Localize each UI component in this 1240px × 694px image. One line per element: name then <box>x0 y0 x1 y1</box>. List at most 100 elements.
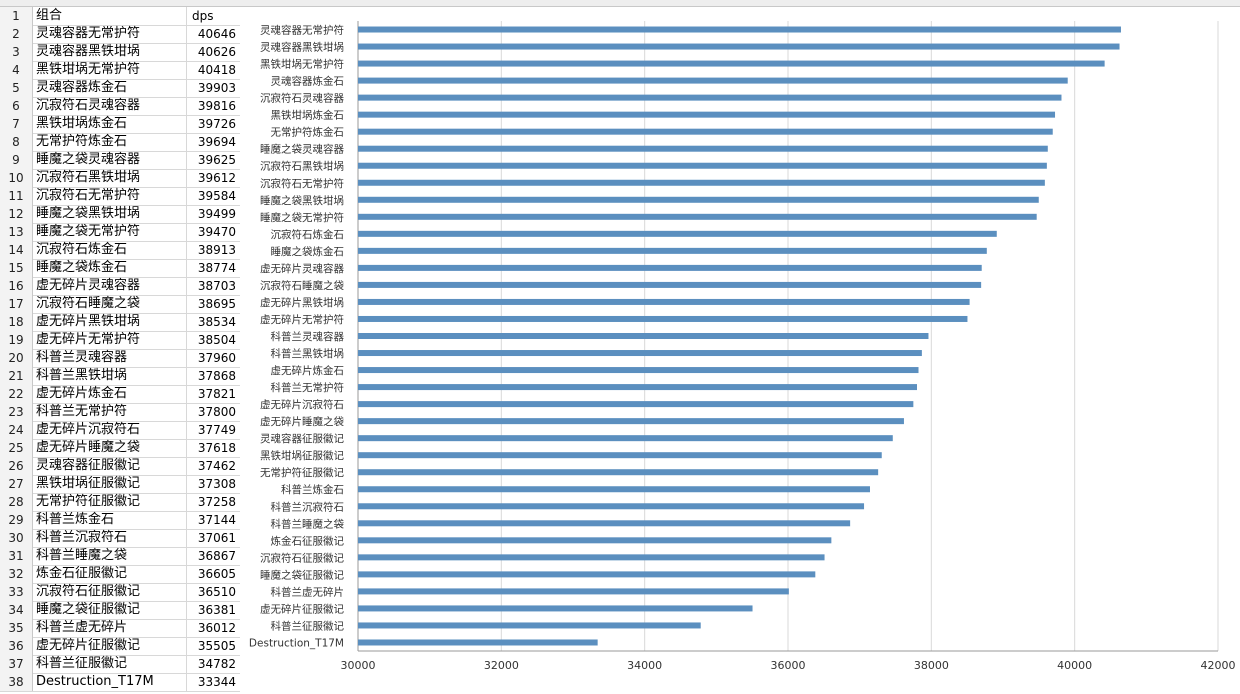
cell-combo[interactable]: 虚无碎片灵魂容器 <box>36 277 187 295</box>
cell-combo[interactable]: 科普兰灵魂容器 <box>36 349 187 367</box>
cell-dps[interactable]: 39625 <box>197 153 236 167</box>
header-cell-combo[interactable]: 组合 <box>36 7 187 25</box>
cell-combo[interactable]: 虚无碎片沉寂符石 <box>36 421 187 439</box>
cell-dps[interactable]: 37308 <box>197 477 236 491</box>
row-number[interactable]: 4 <box>0 61 33 79</box>
row-number[interactable]: 9 <box>0 151 33 169</box>
row-number[interactable]: 26 <box>0 457 33 475</box>
row-number[interactable]: 23 <box>0 403 33 421</box>
cell-dps[interactable]: 38913 <box>197 243 236 257</box>
row-number[interactable]: 38 <box>0 673 33 691</box>
row-number[interactable]: 2 <box>0 25 33 43</box>
cell-dps[interactable]: 39584 <box>197 189 236 203</box>
cell-dps[interactable]: 40646 <box>197 27 236 41</box>
cell-combo[interactable]: 科普兰征服徽记 <box>36 655 187 673</box>
row-number[interactable]: 5 <box>0 79 33 97</box>
cell-combo[interactable]: 睡魔之袋征服徽记 <box>36 601 187 619</box>
cell-dps[interactable]: 38695 <box>197 297 236 311</box>
cell-dps[interactable]: 40626 <box>197 45 236 59</box>
cell-combo[interactable]: 沉寂符石黑铁坩埚 <box>36 169 187 187</box>
cell-combo[interactable]: 虚无碎片无常护符 <box>36 331 187 349</box>
cell-combo[interactable]: 沉寂符石炼金石 <box>36 241 187 259</box>
row-number[interactable]: 28 <box>0 493 33 511</box>
cell-dps[interactable]: 37821 <box>197 387 236 401</box>
cell-dps[interactable]: 39499 <box>197 207 236 221</box>
cell-dps[interactable]: 39470 <box>197 225 236 239</box>
row-number[interactable]: 30 <box>0 529 33 547</box>
cell-dps[interactable]: 34782 <box>197 657 236 671</box>
cell-dps[interactable]: 39726 <box>197 117 236 131</box>
row-number[interactable]: 25 <box>0 439 33 457</box>
cell-combo[interactable]: 虚无碎片睡魔之袋 <box>36 439 187 457</box>
cell-combo[interactable]: 睡魔之袋灵魂容器 <box>36 151 187 169</box>
cell-dps[interactable]: 37144 <box>197 513 236 527</box>
cell-combo[interactable]: 科普兰黑铁坩埚 <box>36 367 187 385</box>
cell-dps[interactable]: 37462 <box>197 459 236 473</box>
cell-dps[interactable]: 33344 <box>197 675 236 689</box>
row-number[interactable]: 37 <box>0 655 33 673</box>
cell-dps[interactable]: 39903 <box>197 81 236 95</box>
cell-combo[interactable]: 黑铁坩埚炼金石 <box>36 115 187 133</box>
row-number[interactable]: 32 <box>0 565 33 583</box>
cell-combo[interactable]: 虚无碎片征服徽记 <box>36 637 187 655</box>
cell-dps[interactable]: 36867 <box>197 549 236 563</box>
cell-dps[interactable]: 37061 <box>197 531 236 545</box>
row-number[interactable]: 27 <box>0 475 33 493</box>
cell-dps[interactable]: 37960 <box>197 351 236 365</box>
cell-combo[interactable]: 灵魂容器征服徽记 <box>36 457 187 475</box>
cell-dps[interactable]: 38504 <box>197 333 236 347</box>
cell-dps[interactable]: 39694 <box>197 135 236 149</box>
cell-dps[interactable]: 37868 <box>197 369 236 383</box>
cell-dps[interactable]: 38534 <box>197 315 236 329</box>
row-number[interactable]: 36 <box>0 637 33 655</box>
cell-combo[interactable]: 睡魔之袋无常护符 <box>36 223 187 241</box>
row-number[interactable]: 1 <box>0 7 33 25</box>
cell-dps[interactable]: 37258 <box>197 495 236 509</box>
row-number[interactable]: 21 <box>0 367 33 385</box>
cell-combo[interactable]: 沉寂符石灵魂容器 <box>36 97 187 115</box>
row-number[interactable]: 33 <box>0 583 33 601</box>
cell-combo[interactable]: 科普兰沉寂符石 <box>36 529 187 547</box>
cell-dps[interactable]: 36381 <box>197 603 236 617</box>
cell-dps[interactable]: 37749 <box>197 423 236 437</box>
cell-combo[interactable]: 科普兰虚无碎片 <box>36 619 187 637</box>
row-number[interactable]: 35 <box>0 619 33 637</box>
row-number[interactable]: 11 <box>0 187 33 205</box>
cell-combo[interactable]: 无常护符炼金石 <box>36 133 187 151</box>
cell-combo[interactable]: 科普兰睡魔之袋 <box>36 547 187 565</box>
cell-dps[interactable]: 37800 <box>197 405 236 419</box>
row-number[interactable]: 13 <box>0 223 33 241</box>
cell-dps[interactable]: 36605 <box>197 567 236 581</box>
cell-dps[interactable]: 36510 <box>197 585 236 599</box>
cell-combo[interactable]: 科普兰无常护符 <box>36 403 187 421</box>
row-number[interactable]: 17 <box>0 295 33 313</box>
cell-dps[interactable]: 35505 <box>197 639 236 653</box>
row-number[interactable]: 15 <box>0 259 33 277</box>
cell-combo[interactable]: 沉寂符石睡魔之袋 <box>36 295 187 313</box>
row-number[interactable]: 34 <box>0 601 33 619</box>
row-number[interactable]: 10 <box>0 169 33 187</box>
cell-dps[interactable]: 39612 <box>197 171 236 185</box>
cell-combo[interactable]: 沉寂符石无常护符 <box>36 187 187 205</box>
cell-combo[interactable]: 灵魂容器炼金石 <box>36 79 187 97</box>
cell-dps[interactable]: 36012 <box>197 621 236 635</box>
cell-dps[interactable]: 38703 <box>197 279 236 293</box>
row-number[interactable]: 29 <box>0 511 33 529</box>
row-number[interactable]: 6 <box>0 97 33 115</box>
cell-combo[interactable]: 黑铁坩埚无常护符 <box>36 61 187 79</box>
row-number[interactable]: 20 <box>0 349 33 367</box>
cell-combo[interactable]: 黑铁坩埚征服徽记 <box>36 475 187 493</box>
cell-dps[interactable]: 38774 <box>197 261 236 275</box>
header-cell-dps[interactable]: dps <box>192 9 214 23</box>
cell-combo[interactable]: 虚无碎片炼金石 <box>36 385 187 403</box>
row-number[interactable]: 7 <box>0 115 33 133</box>
cell-combo[interactable]: 虚无碎片黑铁坩埚 <box>36 313 187 331</box>
row-number[interactable]: 14 <box>0 241 33 259</box>
cell-combo[interactable]: 炼金石征服徽记 <box>36 565 187 583</box>
cell-combo[interactable]: 睡魔之袋炼金石 <box>36 259 187 277</box>
cell-combo[interactable]: 睡魔之袋黑铁坩埚 <box>36 205 187 223</box>
cell-dps[interactable]: 37618 <box>197 441 236 455</box>
row-number[interactable]: 22 <box>0 385 33 403</box>
cell-dps[interactable]: 40418 <box>197 63 236 77</box>
cell-combo[interactable]: 无常护符征服徽记 <box>36 493 187 511</box>
